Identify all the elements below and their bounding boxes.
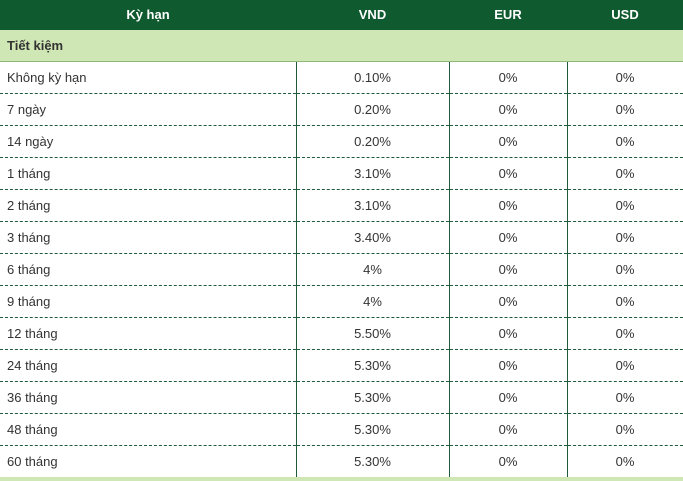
cell-usd: 0%: [567, 221, 683, 254]
header-vnd: VND: [296, 0, 449, 30]
table-row: 7 ngày 0.20% 0% 0%: [0, 93, 683, 126]
cell-term: 7 ngày: [0, 93, 297, 126]
table-row: 48 tháng 5.30% 0% 0%: [0, 413, 683, 446]
table-row: Không kỳ hạn 0.10% 0% 0%: [0, 61, 683, 94]
cell-term: 48 tháng: [0, 413, 297, 446]
cell-eur: 0%: [449, 317, 568, 350]
cell-eur: 0%: [449, 349, 568, 382]
table-row: 14 ngày 0.20% 0% 0%: [0, 125, 683, 158]
cell-eur: 0%: [449, 157, 568, 190]
table-row: 1 tháng 3.10% 0% 0%: [0, 157, 683, 190]
cell-eur: 0%: [449, 285, 568, 318]
table-row: 3 tháng 3.40% 0% 0%: [0, 221, 683, 254]
group-label: Tiết kiệm: [0, 29, 683, 62]
cell-vnd: 5.30%: [296, 381, 450, 414]
table-row: 6 tháng 4% 0% 0%: [0, 253, 683, 286]
cell-eur: 0%: [449, 381, 568, 414]
header-usd: USD: [567, 0, 683, 30]
table-row: 9 tháng 4% 0% 0%: [0, 285, 683, 318]
table-header-row: Kỳ hạn VND EUR USD: [0, 0, 683, 30]
cell-eur: 0%: [449, 61, 568, 94]
cell-vnd: 0.10%: [296, 61, 450, 94]
cell-usd: 0%: [567, 317, 683, 350]
cell-term: 36 tháng: [0, 381, 297, 414]
cell-term: 6 tháng: [0, 253, 297, 286]
table-footer-strip: [0, 477, 683, 481]
cell-eur: 0%: [449, 413, 568, 446]
cell-usd: 0%: [567, 381, 683, 414]
cell-eur: 0%: [449, 189, 568, 222]
cell-eur: 0%: [449, 125, 568, 158]
cell-usd: 0%: [567, 157, 683, 190]
cell-term: 24 tháng: [0, 349, 297, 382]
cell-usd: 0%: [567, 125, 683, 158]
header-eur: EUR: [449, 0, 567, 30]
cell-usd: 0%: [567, 413, 683, 446]
cell-eur: 0%: [449, 445, 568, 478]
cell-usd: 0%: [567, 253, 683, 286]
cell-usd: 0%: [567, 189, 683, 222]
cell-vnd: 5.30%: [296, 445, 450, 478]
cell-term: 14 ngày: [0, 125, 297, 158]
group-row-savings: Tiết kiệm: [0, 29, 683, 62]
cell-eur: 0%: [449, 221, 568, 254]
cell-usd: 0%: [567, 445, 683, 478]
cell-vnd: 0.20%: [296, 125, 450, 158]
cell-term: 2 tháng: [0, 189, 297, 222]
table-row: 60 tháng 5.30% 0% 0%: [0, 445, 683, 478]
cell-vnd: 3.10%: [296, 189, 450, 222]
cell-term: 12 tháng: [0, 317, 297, 350]
cell-term: 9 tháng: [0, 285, 297, 318]
cell-vnd: 3.40%: [296, 221, 450, 254]
table-row: 2 tháng 3.10% 0% 0%: [0, 189, 683, 222]
cell-vnd: 0.20%: [296, 93, 450, 126]
cell-usd: 0%: [567, 349, 683, 382]
cell-vnd: 3.10%: [296, 157, 450, 190]
cell-vnd: 4%: [296, 253, 450, 286]
table-row: 24 tháng 5.30% 0% 0%: [0, 349, 683, 382]
cell-term: 3 tháng: [0, 221, 297, 254]
cell-eur: 0%: [449, 253, 568, 286]
table-row: 12 tháng 5.50% 0% 0%: [0, 317, 683, 350]
cell-eur: 0%: [449, 93, 568, 126]
table-row: 36 tháng 5.30% 0% 0%: [0, 381, 683, 414]
header-term: Kỳ hạn: [0, 0, 296, 30]
cell-vnd: 5.30%: [296, 413, 450, 446]
cell-usd: 0%: [567, 285, 683, 318]
cell-vnd: 5.30%: [296, 349, 450, 382]
cell-term: Không kỳ hạn: [0, 61, 297, 94]
cell-vnd: 5.50%: [296, 317, 450, 350]
cell-term: 1 tháng: [0, 157, 297, 190]
cell-term: 60 tháng: [0, 445, 297, 478]
cell-usd: 0%: [567, 61, 683, 94]
cell-vnd: 4%: [296, 285, 450, 318]
cell-usd: 0%: [567, 93, 683, 126]
